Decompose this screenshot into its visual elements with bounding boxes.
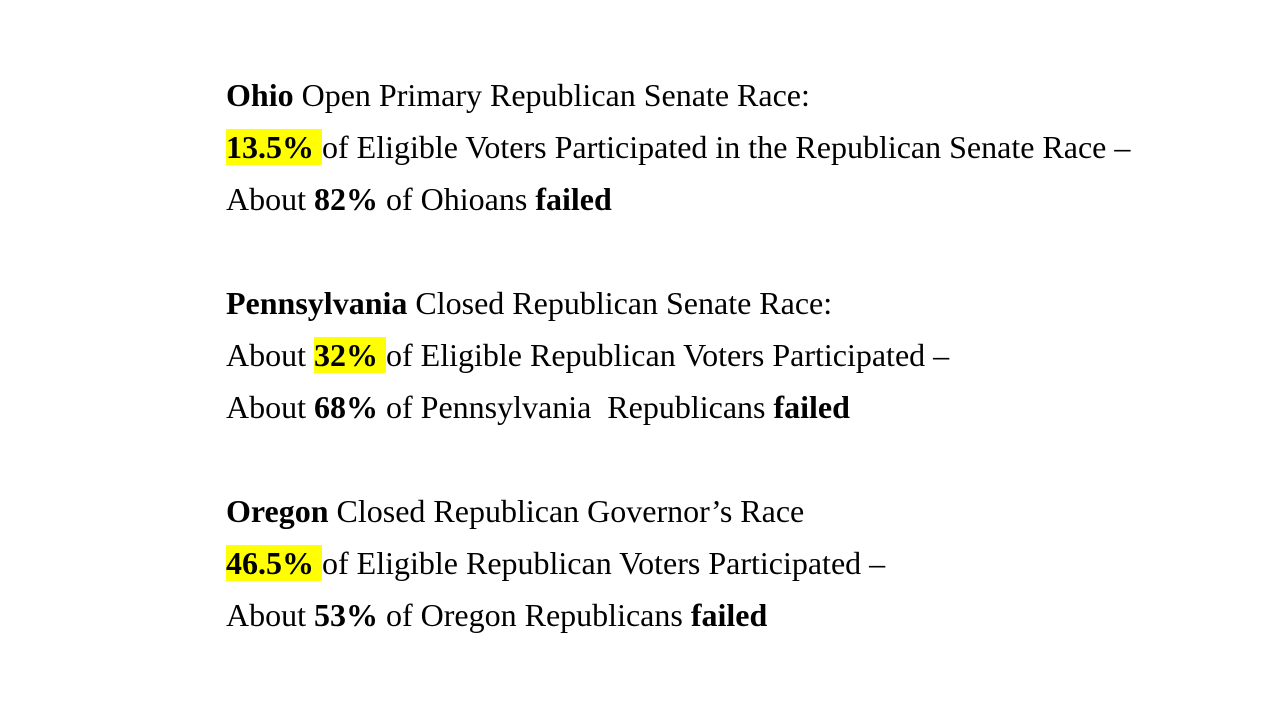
ohio-participation-line: 13.5% of Eligible Voters Participated in…	[226, 121, 1206, 173]
participation-stat-highlight: 46.5%	[226, 545, 322, 581]
text-segment: of Oregon Republicans	[378, 597, 691, 633]
participation-stat-highlight: 32%	[314, 337, 386, 373]
pennsylvania-heading: Pennsylvania Closed Republican Senate Ra…	[226, 277, 1206, 329]
text-segment: About	[226, 181, 314, 217]
ohio-section: Ohio Open Primary Republican Senate Race…	[226, 69, 1206, 225]
pennsylvania-failed-line: About 68% of Pennsylvania Republicans fa…	[226, 381, 1206, 433]
failed-percentage-stat: 82%	[314, 181, 378, 217]
pennsylvania-participation-line: About 32% of Eligible Republican Voters …	[226, 329, 1206, 381]
failed-percentage-stat: 53%	[314, 597, 378, 633]
oregon-participation-line: 46.5% of Eligible Republican Voters Part…	[226, 537, 1206, 589]
slide-text-content: Ohio Open Primary Republican Senate Race…	[226, 69, 1206, 641]
state-name: Oregon	[226, 493, 329, 529]
text-segment: of Eligible Republican Voters Participat…	[386, 337, 950, 373]
text-segment: Closed Republican Governor’s Race	[328, 493, 805, 529]
failed-emphasis: failed	[773, 389, 850, 425]
ohio-failed-line: About 82% of Ohioans failed	[226, 173, 1206, 225]
text-segment: About	[226, 337, 314, 373]
text-segment: of Eligible Republican Voters Participat…	[322, 545, 886, 581]
text-segment: About	[226, 389, 314, 425]
ohio-heading: Ohio Open Primary Republican Senate Race…	[226, 69, 1206, 121]
pennsylvania-section: Pennsylvania Closed Republican Senate Ra…	[226, 277, 1206, 433]
text-segment: of Eligible Voters Participated in the R…	[322, 129, 1131, 165]
state-name: Pennsylvania	[226, 285, 408, 321]
oregon-heading: Oregon Closed Republican Governor’s Race	[226, 485, 1206, 537]
text-segment: of Pennsylvania Republicans	[378, 389, 774, 425]
failed-percentage-stat: 68%	[314, 389, 378, 425]
text-segment: Closed Republican Senate Race:	[407, 285, 833, 321]
text-segment: About	[226, 597, 314, 633]
participation-stat-highlight: 13.5%	[226, 129, 322, 165]
state-name: Ohio	[226, 77, 294, 113]
oregon-failed-line: About 53% of Oregon Republicans failed	[226, 589, 1206, 641]
failed-emphasis: failed	[535, 181, 612, 217]
text-segment: Open Primary Republican Senate Race:	[293, 77, 810, 113]
oregon-section: Oregon Closed Republican Governor’s Race…	[226, 485, 1206, 641]
text-segment: of Ohioans	[378, 181, 536, 217]
failed-emphasis: failed	[690, 597, 768, 633]
